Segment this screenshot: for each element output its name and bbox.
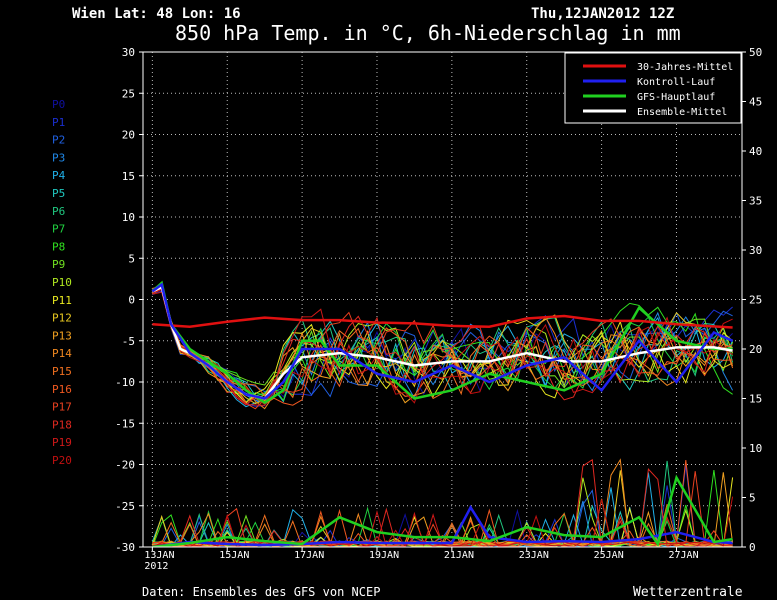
- x-tick-label: 25JAN: [594, 550, 624, 561]
- x-tick-label: 13JAN: [144, 550, 174, 561]
- series-kontroll-lauf-precip: [152, 504, 733, 547]
- member-label: P3: [52, 151, 65, 164]
- brand-label: Wetterzentrale: [633, 585, 743, 600]
- member-label: P5: [52, 187, 65, 200]
- member-label: P14: [52, 347, 72, 360]
- member-label: P19: [52, 436, 72, 449]
- grid-lines: [143, 52, 742, 547]
- right-tick-label: 15: [749, 393, 762, 406]
- left-tick-label: 20: [122, 129, 135, 142]
- x-tick-label: 19JAN: [369, 550, 399, 561]
- main-series: [151, 280, 734, 547]
- member-labels: P0 P1 P2 P3 P4 P5 P6 P7 P8 P9 P10 P11 P12 P13 P14 P15 P1…: [52, 98, 72, 467]
- left-tick-label: -5: [122, 335, 135, 348]
- legend-label: GFS-Hauptlauf: [637, 92, 715, 103]
- member-label: P13: [52, 329, 72, 342]
- left-tick-label: 10: [122, 211, 135, 224]
- chart-title: 850 hPa Temp. in °C, 6h-Niederschlag in …: [175, 21, 681, 45]
- right-tick-label: 40: [749, 145, 762, 158]
- series-gfs-hauptlauf-precip: [152, 474, 733, 547]
- member-label: P11: [52, 294, 72, 307]
- right-tick-label: 45: [749, 96, 762, 109]
- x-tick-label: 27JAN: [668, 550, 698, 561]
- right-tick-label: 10: [749, 442, 762, 455]
- member-label: P2: [52, 134, 65, 147]
- member-line: [152, 284, 734, 403]
- left-tick-label: -25: [115, 500, 135, 513]
- right-tick-label: 50: [749, 46, 762, 59]
- right-tick-label: 0: [749, 541, 756, 554]
- member-label: P12: [52, 312, 72, 325]
- right-tick-label: 5: [749, 492, 756, 505]
- member-label: P18: [52, 418, 72, 431]
- precipitation-series: [151, 458, 734, 547]
- left-tick-label: 15: [122, 170, 135, 183]
- member-label: P20: [52, 454, 72, 467]
- series-gfs-hauptlauf: [151, 280, 733, 405]
- left-tick-label: -20: [115, 459, 135, 472]
- member-line: [152, 287, 733, 397]
- date-label: Thu,12JAN2012 12Z: [531, 6, 674, 22]
- x-tick-label: 23JAN: [519, 550, 549, 561]
- location-label: Wien Lat: 48 Lon: 16: [72, 6, 241, 22]
- left-tick-label: 0: [128, 294, 135, 307]
- member-label: P7: [52, 223, 65, 236]
- member-label: P6: [52, 205, 65, 218]
- left-tick-label: 25: [122, 87, 135, 100]
- left-tick-label: -10: [115, 376, 135, 389]
- left-tick-label: -30: [115, 541, 135, 554]
- legend: 30-Jahres-Mittel Kontroll-Lauf GFS-Hauptla…: [564, 52, 742, 124]
- x-tick-label: 21JAN: [444, 550, 474, 561]
- left-axis-ticks: 30 25 20 15 10 5 0 -5 -10 -15 -20 -25 -30: [115, 46, 143, 554]
- member-label: P15: [52, 365, 72, 378]
- right-tick-label: 25: [749, 294, 762, 307]
- legend-label: 30-Jahres-Mittel: [637, 62, 733, 73]
- member-label: P16: [52, 383, 72, 396]
- member-label: P17: [52, 401, 72, 414]
- x-tick-label: 2012: [144, 561, 168, 572]
- legend-label: Kontroll-Lauf: [637, 77, 715, 88]
- member-line: [152, 288, 733, 406]
- series-ensemble-mittel: [151, 285, 733, 400]
- member-label: P0: [52, 98, 65, 111]
- member-label: P4: [52, 169, 66, 182]
- left-tick-label: 30: [122, 46, 135, 59]
- series-kontroll-lauf: [151, 282, 734, 400]
- right-tick-label: 30: [749, 244, 762, 257]
- series-30-jahres-mittel: [152, 314, 733, 329]
- left-tick-label: -15: [115, 417, 135, 430]
- right-tick-label: 20: [749, 343, 762, 356]
- member-label: P1: [52, 116, 65, 129]
- x-tick-label: 17JAN: [294, 550, 324, 561]
- left-tick-label: 5: [128, 252, 135, 265]
- member-label: P9: [52, 258, 65, 271]
- legend-label: Ensemble-Mittel: [637, 107, 727, 118]
- data-source: Daten: Ensembles des GFS von NCEP: [142, 585, 380, 599]
- x-tick-label: 15JAN: [219, 550, 249, 561]
- member-label: P10: [52, 276, 72, 289]
- right-tick-label: 35: [749, 195, 762, 208]
- member-label: P8: [52, 240, 65, 253]
